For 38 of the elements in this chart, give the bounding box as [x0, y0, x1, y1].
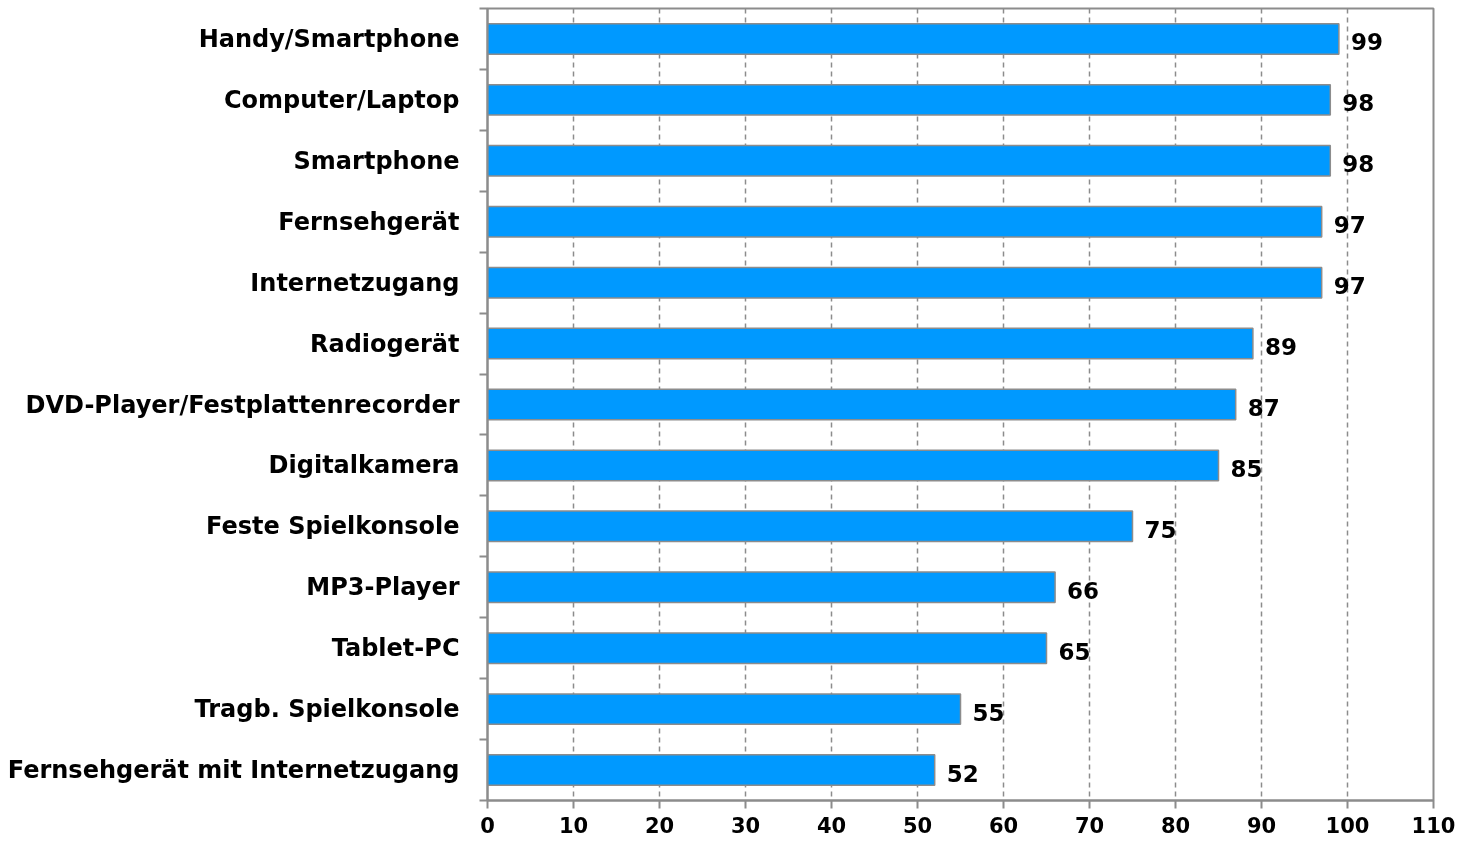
y-tick-label: Handy/Smartphone	[198, 24, 460, 53]
data-label: 98	[1342, 151, 1375, 178]
data-label: 89	[1264, 334, 1297, 361]
data-label: 75	[1144, 516, 1177, 543]
data-label: 87	[1247, 395, 1280, 421]
x-tick-label: 60	[988, 813, 1019, 838]
y-tick-label: Digitalkamera	[268, 451, 460, 480]
y-tick-label: Fernsehgerät mit Internetzugang	[7, 756, 460, 785]
data-label: 99	[1350, 29, 1383, 56]
x-tick-label: 90	[1246, 813, 1277, 838]
x-tick-label: 0	[480, 813, 495, 838]
y-tick-label: MP3-Player	[306, 573, 460, 602]
data-label: 97	[1333, 212, 1366, 239]
y-tick-label: Radiogerät	[309, 329, 460, 358]
y-tick-label: Tablet-PC	[331, 634, 460, 663]
data-label: 66	[1067, 577, 1100, 604]
x-tick-label: 110	[1411, 813, 1456, 838]
x-tick-label: 40	[816, 813, 847, 838]
data-label: 85	[1230, 455, 1263, 482]
y-tick-label: Smartphone	[293, 146, 460, 175]
y-tick-label: Feste Spielkonsole	[206, 512, 460, 541]
x-tick-label: 30	[730, 813, 761, 838]
y-tick-label: Internetzugang	[250, 268, 460, 297]
x-tick-label: 10	[558, 813, 589, 838]
data-label: 65	[1058, 638, 1091, 665]
y-tick-label: Computer/Laptop	[223, 85, 460, 114]
x-tick-label: 20	[644, 813, 675, 838]
data-label: 55	[972, 699, 1005, 726]
data-label: 98	[1342, 90, 1375, 117]
x-tick-label: 70	[1074, 813, 1105, 838]
y-tick-label: Tragb. Spielkonsole	[194, 695, 460, 724]
x-tick-label: 100	[1325, 813, 1370, 838]
x-tick-label: 80	[1160, 813, 1191, 838]
data-label: 97	[1333, 273, 1366, 300]
x-tick-label: 50	[902, 813, 933, 838]
y-tick-label: Fernsehgerät	[278, 207, 460, 236]
data-label: 52	[946, 760, 979, 787]
y-tick-label: DVD-Player/Festplattenrecorder	[25, 390, 460, 419]
